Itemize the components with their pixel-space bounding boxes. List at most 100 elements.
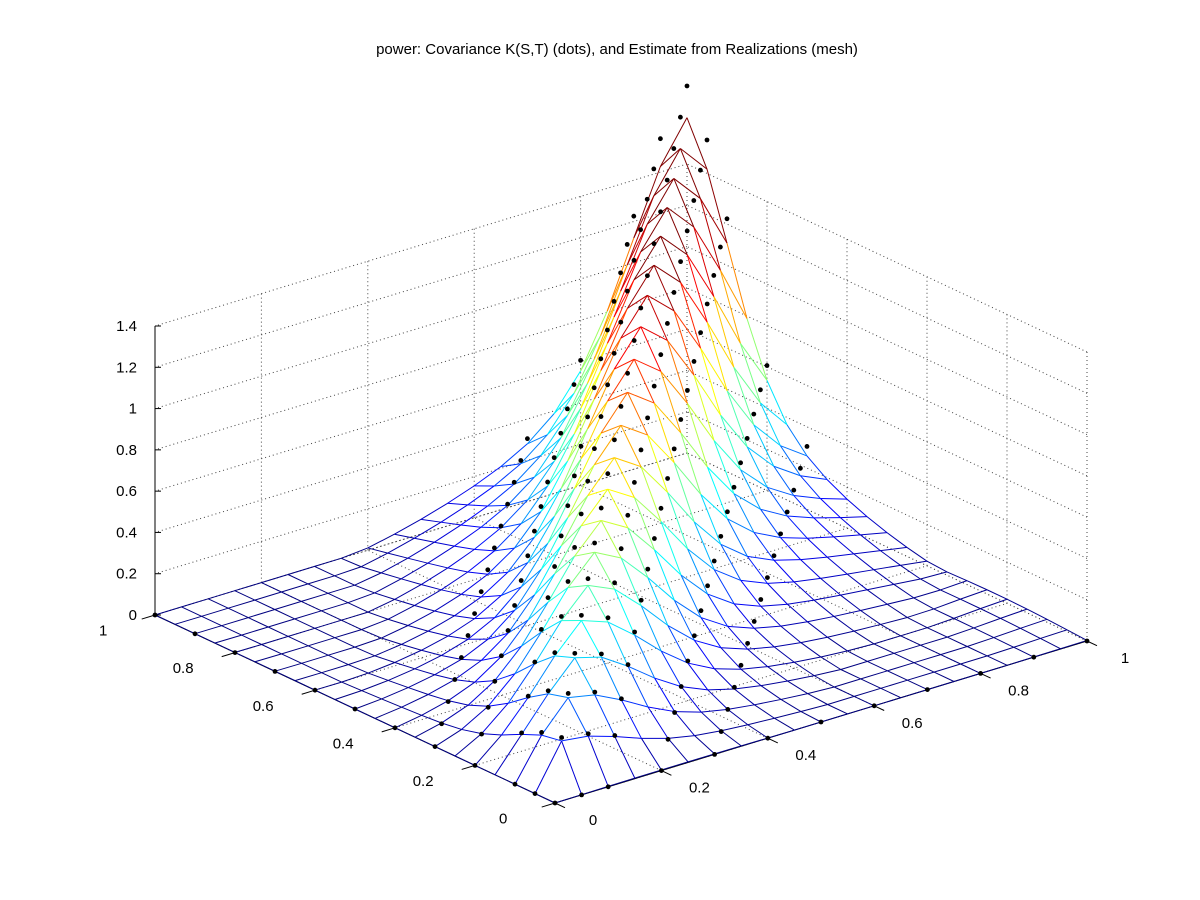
x-tick-label: 0.2 xyxy=(689,780,710,797)
mesh-segment xyxy=(560,428,589,489)
covariance-dot xyxy=(572,545,577,550)
mesh-segment xyxy=(1006,598,1028,610)
mesh-segment xyxy=(634,769,662,779)
mesh-segment xyxy=(933,608,955,619)
mesh-segment xyxy=(960,663,981,674)
mesh-segment xyxy=(534,793,556,804)
mesh-segment xyxy=(653,265,675,312)
mesh-segment xyxy=(713,296,741,344)
mesh-segment xyxy=(647,577,675,601)
mesh-segment xyxy=(687,548,715,570)
mesh-segment xyxy=(454,679,475,683)
mesh-segment xyxy=(660,148,681,167)
z-tick-label: 1.4 xyxy=(116,318,137,335)
mesh-segment xyxy=(787,599,815,605)
mesh-segment xyxy=(920,636,948,646)
mesh-segment xyxy=(560,407,582,439)
mesh-segment xyxy=(394,662,415,670)
mesh-segment xyxy=(767,666,788,682)
mesh-segment xyxy=(434,610,455,617)
mesh-segment xyxy=(467,504,488,507)
covariance-dot xyxy=(591,385,597,391)
mesh-segment xyxy=(481,733,502,736)
covariance-dot xyxy=(638,305,644,311)
mesh-segment xyxy=(693,375,715,441)
mesh-segment xyxy=(374,706,402,719)
mesh-segment xyxy=(541,734,562,742)
mesh-segment xyxy=(794,721,822,731)
x-tick-label: 1 xyxy=(1121,650,1129,667)
mesh-segment xyxy=(401,706,422,716)
mesh-segment xyxy=(434,746,456,757)
mesh-segment xyxy=(727,626,748,650)
mesh-segment xyxy=(481,632,509,661)
mesh-segment xyxy=(360,552,389,568)
mesh-segment xyxy=(793,661,815,677)
mesh-segment xyxy=(454,545,475,550)
covariance-dot xyxy=(685,658,691,664)
mesh-segment xyxy=(833,536,855,555)
mesh-segment xyxy=(314,681,342,691)
mesh-segment xyxy=(893,578,921,585)
covariance-dot xyxy=(592,689,598,695)
covariance-dot xyxy=(671,446,677,452)
covariance-dot xyxy=(665,736,671,742)
mesh-segment xyxy=(693,226,721,271)
mesh-segment xyxy=(733,493,761,510)
mesh-segment xyxy=(707,466,735,495)
mesh-segment xyxy=(733,603,755,629)
mesh-segment xyxy=(493,463,522,487)
covariance-dot xyxy=(645,273,650,279)
mesh-segment xyxy=(886,603,908,618)
mesh-segment xyxy=(740,580,762,607)
mesh-segment xyxy=(227,607,249,619)
covariance-dot xyxy=(478,589,484,595)
mesh-segment xyxy=(541,620,562,633)
mesh-segment xyxy=(354,708,376,719)
mesh-segment xyxy=(687,662,715,670)
mesh-segment xyxy=(587,488,608,497)
mesh-segment xyxy=(767,581,795,584)
x-tick-label: 0 xyxy=(589,812,597,829)
mesh-segment xyxy=(933,663,961,673)
mesh-segment xyxy=(254,591,282,601)
covariance-dot xyxy=(565,406,570,412)
mesh-segment xyxy=(400,562,429,580)
mesh-segment xyxy=(587,735,609,787)
mesh-segment xyxy=(613,279,635,318)
mesh-segment xyxy=(933,671,955,682)
mesh-segment xyxy=(394,518,422,535)
mesh-segment xyxy=(387,552,408,559)
mesh-segment xyxy=(414,589,442,606)
mesh-segment xyxy=(640,235,661,253)
mesh-segment xyxy=(514,663,536,675)
mesh-segment xyxy=(554,655,575,659)
mesh-segment xyxy=(487,571,508,575)
mesh-segment xyxy=(946,571,968,582)
mesh-segment xyxy=(807,686,835,695)
mesh-segment xyxy=(427,545,455,564)
grid-line-z xyxy=(154,163,688,327)
covariance-dot xyxy=(578,357,583,363)
covariance-dot xyxy=(518,458,524,463)
mesh-segment xyxy=(314,557,342,567)
mesh-segment xyxy=(940,654,961,665)
mesh-segment xyxy=(913,654,941,664)
covariance-dot xyxy=(492,545,497,551)
mesh-segment xyxy=(467,550,495,573)
mesh-segment xyxy=(281,591,302,602)
mesh-segment xyxy=(706,466,728,519)
covariance-dot xyxy=(978,671,983,676)
mesh-segment xyxy=(494,586,522,619)
mesh-segment xyxy=(294,610,322,620)
mesh-segment xyxy=(473,466,502,487)
mesh-segment xyxy=(494,483,515,487)
covariance-dot xyxy=(744,436,750,441)
mesh-segment xyxy=(600,656,622,701)
mesh-segment xyxy=(507,499,528,506)
mesh-segment xyxy=(414,736,436,748)
mesh-segment xyxy=(780,693,808,700)
mesh-segment xyxy=(1000,608,1028,619)
mesh-segment xyxy=(713,296,735,368)
covariance-dot xyxy=(698,330,703,336)
